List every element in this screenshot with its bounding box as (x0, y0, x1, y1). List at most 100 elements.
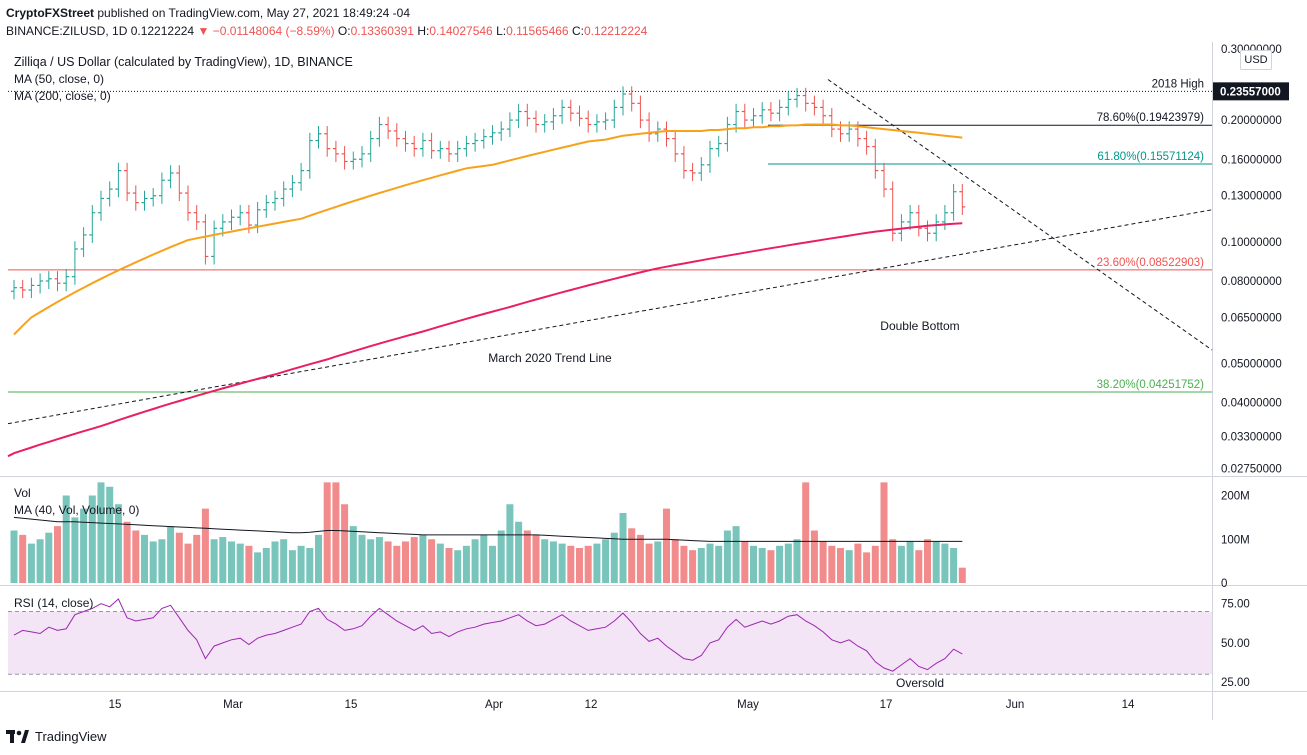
volume-bar (767, 550, 775, 583)
volume-bar (45, 532, 53, 583)
high-label: H: (417, 24, 430, 38)
open-label: O: (337, 24, 351, 38)
price-level-label: 38.20%(0.04251752) (1097, 379, 1205, 391)
price-axis[interactable]: 0.300000000.200000000.160000000.13000000… (1213, 44, 1289, 476)
volume-bar (97, 482, 105, 583)
chart-annotation: Oversold (896, 676, 944, 690)
volume-bar (454, 550, 462, 583)
volume-bar (193, 534, 201, 583)
time-tick-label: 15 (345, 699, 358, 711)
volume-bar (828, 545, 836, 583)
volume-bar (932, 541, 940, 583)
ohlc-line: BINANCE:ZILUSD, 1D 0.12212224 ▼ −0.01148… (6, 24, 647, 38)
volume-bar (906, 541, 914, 583)
rsi-label[interactable]: RSI (14, close) (14, 596, 94, 610)
time-tick-label: 17 (880, 699, 893, 711)
price-tick-label: 0.03300000 (1221, 431, 1282, 443)
currency-button[interactable]: USD (1240, 50, 1272, 70)
volume-bar (723, 530, 731, 583)
volume-bar (541, 539, 549, 583)
volume-bar (480, 534, 488, 583)
legend-ma50[interactable]: MA (50, close, 0) (14, 72, 105, 86)
volume-bar (254, 552, 262, 583)
rsi-line (13, 598, 963, 672)
volume-bar (332, 482, 340, 583)
volume-bar (341, 504, 349, 583)
volume-bar (871, 545, 879, 583)
legend-ma200[interactable]: MA (200, close, 0) (14, 89, 111, 103)
volume-bar (367, 539, 375, 583)
price-level-label: 2018 High (1152, 78, 1204, 90)
rsi-pane: 75.00 50.00 25.00 (8, 598, 1250, 689)
volume-bar (410, 537, 418, 583)
main-legend: Zilliqa / US Dollar (calculated by Tradi… (14, 54, 353, 105)
moving-averages (7, 123, 963, 458)
annotations: Double Bottom March 2020 Trend Line Overso… (488, 319, 959, 690)
volume-bar (793, 539, 801, 583)
volume-bar (201, 508, 209, 583)
volume-bar (706, 543, 714, 583)
trend-lines (7, 79, 1213, 425)
last-price-badge-label: 0.23557000 (1220, 86, 1281, 98)
down-arrow-icon: ▼ (197, 24, 210, 38)
volume-bar (732, 526, 740, 583)
volume-bar (941, 543, 949, 583)
close-label: C: (571, 24, 584, 38)
volume-bar (915, 550, 923, 583)
volume-bar (436, 543, 444, 583)
close-value: 0.12212224 (583, 24, 648, 38)
volume-bar (88, 495, 96, 583)
candles (11, 86, 966, 300)
volume-bar (106, 486, 114, 583)
time-tick-label: 15 (109, 699, 122, 711)
footer-brand-text: TradingView (35, 729, 107, 744)
trend-line-march-2020 (7, 209, 1213, 425)
volume-bar (532, 534, 540, 583)
volume-bar (776, 545, 784, 583)
price-tick-label: 0.20000000 (1221, 115, 1282, 127)
volume-ma-line (13, 516, 963, 542)
volume-bar (114, 504, 122, 583)
chart-title[interactable]: Zilliqa / US Dollar (calculated by Tradi… (14, 55, 353, 69)
price-level-label: 78.60%(0.19423979) (1097, 112, 1205, 124)
price-tick-label: 0.06500000 (1221, 312, 1282, 324)
time-axis[interactable]: 15 Mar 15 Apr 12 May 17 Jun 14 (109, 699, 1135, 711)
volume-bar (62, 495, 70, 583)
volume-bar (671, 539, 679, 583)
volume-bar (297, 545, 305, 583)
price-tick-label: 0.05000000 (1221, 359, 1282, 371)
volume-bar (750, 545, 757, 583)
time-tick-label: 12 (585, 699, 598, 711)
publish-line: CryptoFXStreet published on TradingView.… (6, 6, 410, 20)
volume-bar (306, 548, 314, 583)
volume-bar (636, 534, 644, 583)
volume-bar (175, 532, 183, 583)
author-name[interactable]: CryptoFXStreet (6, 6, 95, 20)
volume-bar (549, 541, 557, 583)
ma200-line (7, 222, 963, 458)
time-tick-label: Apr (485, 699, 503, 711)
volume-bar (445, 548, 453, 583)
volume-bar (697, 548, 705, 583)
footer-brand[interactable]: TradingView (6, 729, 107, 744)
volume-bar (419, 534, 427, 583)
volume-ma-label[interactable]: MA (40, Vol, Volume, 0) (14, 503, 140, 517)
volume-bar (36, 539, 44, 583)
volume-bar (715, 545, 723, 583)
volume-bar (19, 534, 27, 583)
volume-bar (358, 534, 366, 583)
volume-bar (567, 545, 575, 583)
volume-label[interactable]: Vol (14, 486, 31, 500)
volume-bar (10, 530, 18, 583)
volume-bar (506, 504, 514, 583)
price-tick-label: 0.13000000 (1221, 191, 1282, 203)
volume-bar (602, 539, 610, 583)
price-tick-label: 0.02750000 (1221, 463, 1282, 475)
volume-tick-label: 100M (1221, 534, 1250, 546)
grid (0, 42, 1307, 720)
volume-bar (689, 550, 697, 583)
symbol-label: BINANCE:ZILUSD, 1D (6, 24, 128, 38)
low-value: 0.11565466 (506, 24, 569, 38)
volume-bar (758, 548, 766, 583)
volume-bar (958, 567, 966, 583)
